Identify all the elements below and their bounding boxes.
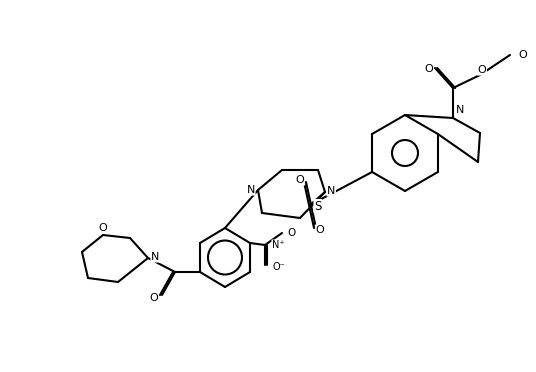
Text: O: O bbox=[150, 293, 158, 303]
Text: O: O bbox=[518, 50, 527, 60]
Text: N: N bbox=[456, 105, 464, 115]
Text: O: O bbox=[296, 175, 304, 185]
Text: O: O bbox=[287, 228, 295, 238]
Text: N: N bbox=[247, 185, 255, 195]
Text: O: O bbox=[316, 225, 324, 235]
Text: N: N bbox=[327, 186, 336, 196]
Text: N⁺: N⁺ bbox=[272, 240, 285, 250]
Text: O⁻: O⁻ bbox=[272, 262, 285, 272]
Text: S: S bbox=[314, 199, 322, 212]
Text: O: O bbox=[425, 64, 434, 74]
Text: N: N bbox=[151, 252, 159, 262]
Text: O: O bbox=[478, 65, 486, 75]
Text: O: O bbox=[99, 223, 107, 233]
